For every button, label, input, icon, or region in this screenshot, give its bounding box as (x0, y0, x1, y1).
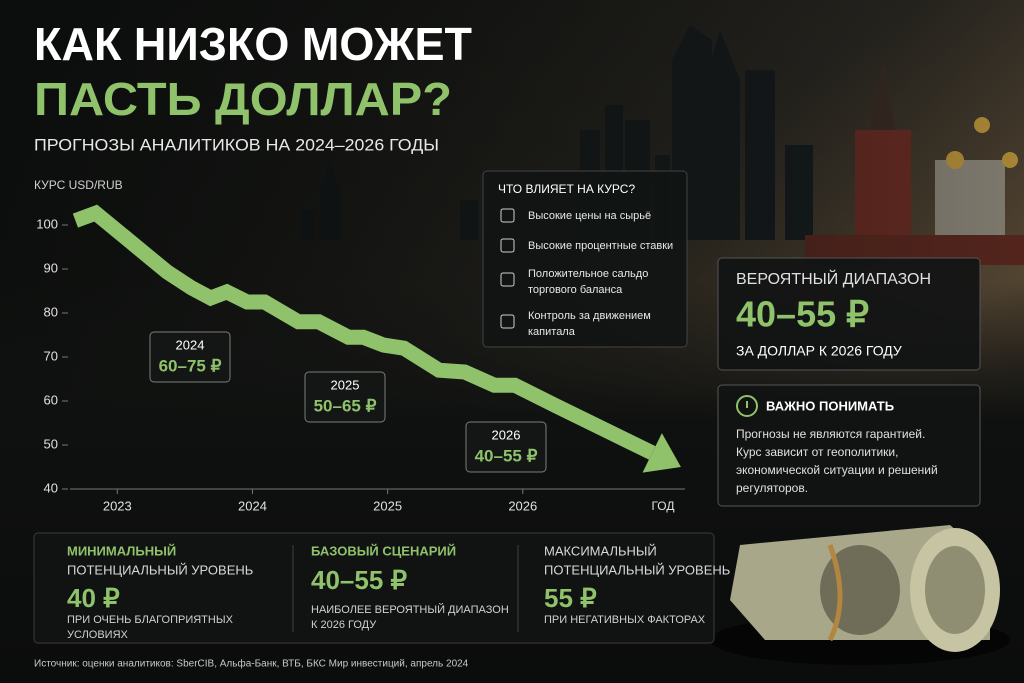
source: Источник: оценки аналитиков: SberCIB, Ал… (34, 658, 469, 670)
y-tick-label: 60 (44, 392, 58, 407)
y-tick-label: 40 (44, 480, 58, 495)
annotation-box (465, 421, 547, 473)
y-axis-label: КУРС USD/RUB (34, 178, 123, 192)
money-roll (710, 525, 1010, 665)
x-tick-label: 2024 (238, 498, 267, 513)
annotation-year: 2025 (331, 377, 360, 392)
arrow-head (642, 433, 681, 473)
y-tick-label: 80 (44, 304, 58, 319)
factor-text: Высокие цены на сырьё (528, 210, 651, 222)
important-text: Прогнозы не являются гарантией. (736, 427, 925, 441)
factor-icon (500, 272, 515, 287)
scenarios-panel (33, 532, 715, 644)
title: КАК НИЗКО МОЖЕТ (34, 18, 472, 70)
factor-text: Контроль за движением (528, 310, 651, 322)
range-caption: ЗА ДОЛЛАР К 2026 ГОДУ (736, 343, 902, 359)
scenario-note: НАИБОЛЕЕ ВЕРОЯТНЫЙ ДИАПАЗОН (311, 603, 509, 616)
annotation-year: 2024 (176, 337, 205, 352)
y-tick-label: 100 (36, 216, 58, 231)
range-panel (717, 257, 981, 371)
subtitle: ПРОГНОЗЫ АНАЛИТИКОВ НА 2024–2026 ГОДЫ (34, 135, 439, 154)
factor-icon (500, 238, 515, 253)
scenario-value: 55 ₽ (544, 583, 597, 613)
important-panel (717, 384, 981, 507)
important-title: ВАЖНО ПОНИМАТЬ (766, 398, 894, 413)
title: ПАСТЬ ДОЛЛАР? (34, 73, 452, 125)
x-axis-label: ГОД (651, 499, 674, 513)
annotation-range: 40–55 ₽ (475, 446, 538, 465)
factor-text: Высокие процентные ставки (528, 240, 673, 252)
scenario-value: 40 ₽ (67, 583, 120, 613)
scenario-value: 40–55 ₽ (311, 565, 408, 595)
x-tick-label: 2023 (103, 498, 132, 513)
warning-icon (736, 395, 758, 417)
scenario-note: УСЛОВИЯХ (67, 629, 129, 641)
important-text: Курс зависит от геополитики, (736, 445, 898, 459)
trend-line (72, 204, 656, 460)
scenario-note: ПРИ ОЧЕНЬ БЛАГОПРИЯТНЫХ (67, 614, 234, 626)
important-text: регуляторов. (736, 481, 808, 495)
scenario-note: К 2026 ГОДУ (311, 619, 377, 631)
annotation-box (304, 371, 386, 423)
y-tick-label: 90 (44, 260, 58, 275)
factors-title: ЧТО ВЛИЯЕТ НА КУРС? (498, 182, 635, 196)
scenario-title: ПОТЕНЦИАЛЬНЫЙ УРОВЕНЬ (67, 562, 253, 577)
scenario-title: БАЗОВЫЙ СЦЕНАРИЙ (311, 543, 456, 558)
factor-text: торгового баланса (528, 284, 623, 296)
range-value: 40–55 ₽ (736, 294, 869, 335)
annotation-box (149, 331, 231, 383)
y-tick-label: 70 (44, 348, 58, 363)
factor-icon (500, 314, 515, 329)
y-tick-label: 50 (44, 436, 58, 451)
factor-icon (500, 208, 515, 223)
annotation-range: 60–75 ₽ (159, 356, 222, 375)
factor-text: Положительное сальдо (528, 268, 648, 280)
factor-text: капитала (528, 326, 576, 338)
factors-panel (482, 170, 688, 348)
scenario-note: ПРИ НЕГАТИВНЫХ ФАКТОРАХ (544, 614, 706, 626)
x-tick-label: 2025 (373, 498, 402, 513)
scenario-title: ПОТЕНЦИАЛЬНЫЙ УРОВЕНЬ (544, 562, 730, 577)
scenario-title: МАКСИМАЛЬНЫЙ (544, 543, 657, 558)
range-title: ВЕРОЯТНЫЙ ДИАПАЗОН (736, 269, 931, 288)
scenario-title: МИНИМАЛЬНЫЙ (67, 543, 176, 558)
annotation-range: 50–65 ₽ (314, 396, 377, 415)
annotation-year: 2026 (492, 427, 521, 442)
x-tick-label: 2026 (508, 498, 537, 513)
important-text: экономической ситуации и решений (736, 463, 938, 477)
